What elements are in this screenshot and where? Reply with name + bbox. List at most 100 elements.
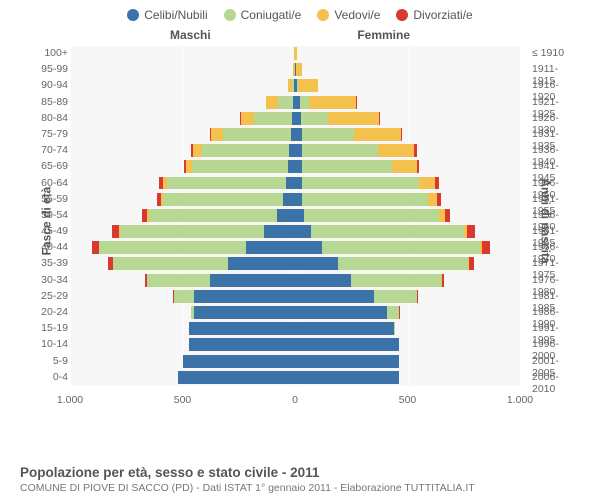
bar-segment (92, 241, 99, 254)
age-band-row (70, 321, 520, 337)
males-side (70, 159, 295, 175)
bar-segment (283, 193, 295, 206)
females-side (295, 176, 520, 192)
age-band-row (70, 62, 520, 78)
legend-item: Coniugati/e (224, 8, 302, 22)
bar-segment (228, 257, 296, 270)
bar-segment (417, 160, 420, 173)
age-band-row (70, 143, 520, 159)
bar-segment (379, 112, 380, 125)
age-label: 55-59 (20, 193, 68, 205)
chart-subtitle: COMUNE DI PIOVE DI SACCO (PD) - Dati IST… (20, 482, 580, 494)
males-side (70, 240, 295, 256)
age-label: 15-19 (20, 322, 68, 334)
age-band-row (70, 176, 520, 192)
bar-segment (295, 209, 304, 222)
legend-swatch (224, 9, 236, 21)
age-band-row (70, 240, 520, 256)
females-side (295, 192, 520, 208)
age-label: 50-54 (20, 209, 68, 221)
legend-item: Divorziati/e (396, 8, 472, 22)
bar-segment (302, 144, 379, 157)
bar-segment (309, 96, 356, 109)
bar-segment (295, 144, 302, 157)
bar-segment (202, 144, 290, 157)
bar-segment (295, 177, 302, 190)
bar-segment (311, 225, 464, 238)
males-side (70, 273, 295, 289)
chart-title: Popolazione per età, sesso e stato civil… (20, 465, 580, 480)
bar-segment (304, 209, 439, 222)
bar-segment (295, 355, 399, 368)
males-side (70, 305, 295, 321)
bar-segment (295, 47, 297, 60)
bar-segment (178, 371, 295, 384)
age-label: 40-44 (20, 241, 68, 253)
males-side (70, 208, 295, 224)
x-tick-label: 500 (174, 394, 192, 406)
age-band-row (70, 127, 520, 143)
bar-segment (210, 274, 296, 287)
age-label: 60-64 (20, 177, 68, 189)
age-label: 0-4 (20, 371, 68, 383)
legend-item: Vedovi/e (317, 8, 380, 22)
bar-segment (322, 241, 480, 254)
bar-segment (302, 160, 392, 173)
bar-segment (149, 209, 277, 222)
age-band-row (70, 78, 520, 94)
age-label: 45-49 (20, 225, 68, 237)
birth-year-label: ≤ 1910 (532, 47, 580, 59)
bar-segment (414, 144, 416, 157)
females-side (295, 273, 520, 289)
legend-swatch (127, 9, 139, 21)
females-title: Femmine (357, 28, 410, 42)
females-side (295, 62, 520, 78)
bar-segment (435, 177, 439, 190)
age-label: 85-89 (20, 96, 68, 108)
x-tick-label: 500 (399, 394, 417, 406)
x-tick-label: 1.000 (57, 394, 83, 406)
bar-segment (354, 128, 401, 141)
bar-segment (264, 225, 296, 238)
bar-segment (174, 290, 194, 303)
females-side (295, 305, 520, 321)
males-side (70, 46, 295, 62)
legend-swatch (396, 9, 408, 21)
bar-segment (302, 177, 419, 190)
bar-segment (295, 371, 399, 384)
age-band-row (70, 192, 520, 208)
bar-segment (246, 241, 296, 254)
bar-segment (469, 257, 474, 270)
age-band-row (70, 46, 520, 62)
bar-segment (223, 128, 291, 141)
males-side (70, 176, 295, 192)
x-axis: 1.00050005001.000 (70, 388, 520, 416)
x-tick-label: 1.000 (507, 394, 533, 406)
bar-segment (113, 257, 228, 270)
bar-segment (192, 160, 289, 173)
bar-segment (295, 290, 374, 303)
bar-segment (387, 306, 398, 319)
bar-segment (266, 96, 277, 109)
gridline (520, 46, 521, 386)
bar-segment (295, 160, 302, 173)
females-side (295, 370, 520, 386)
age-band-row (70, 159, 520, 175)
bar-segment (288, 160, 295, 173)
bar-segment (295, 225, 311, 238)
bar-segment (295, 338, 399, 351)
bar-segment (437, 193, 442, 206)
age-band-row (70, 337, 520, 353)
females-side (295, 111, 520, 127)
age-band-row (70, 273, 520, 289)
bar-segment (374, 290, 417, 303)
age-label: 75-79 (20, 128, 68, 140)
bar-segment (428, 193, 437, 206)
age-band-row (70, 224, 520, 240)
bar-segment (193, 144, 202, 157)
females-side (295, 46, 520, 62)
bar-segment (295, 128, 302, 141)
bar-segment (295, 257, 338, 270)
males-side (70, 111, 295, 127)
bar-segment (112, 225, 119, 238)
